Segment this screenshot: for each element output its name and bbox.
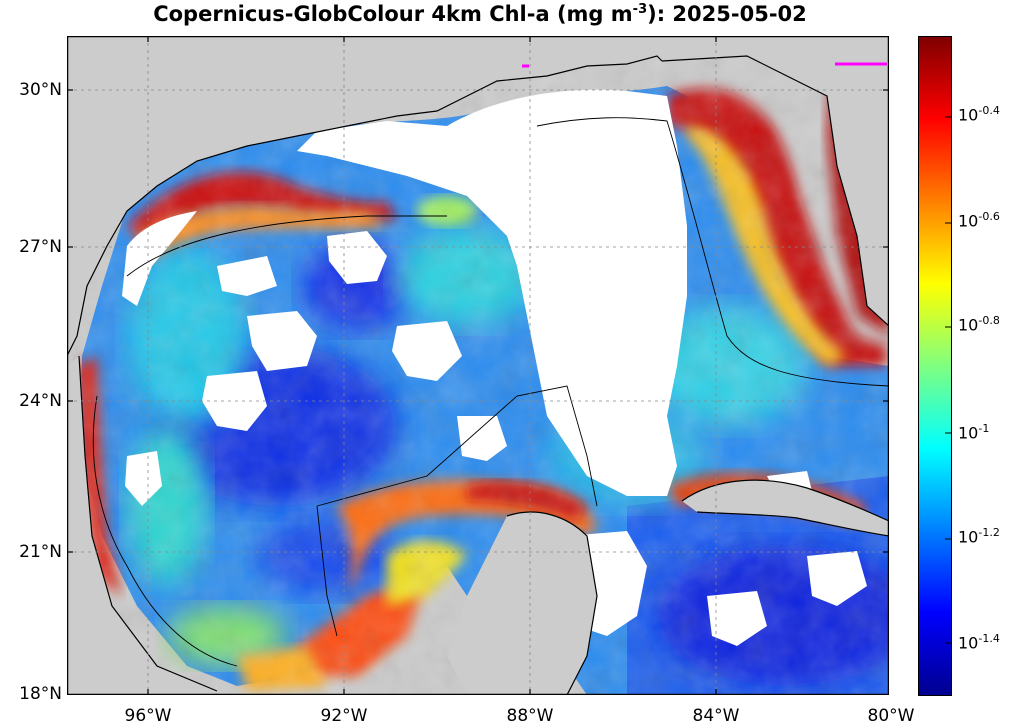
yucatan-land <box>447 512 597 695</box>
lat-label-27n: 27°N <box>19 237 62 257</box>
colorbar-tick: 10-1.4 <box>958 632 1000 653</box>
florida-land <box>662 36 889 326</box>
cuba-land <box>682 480 889 536</box>
colorbar-tick: 10-0.6 <box>958 210 1000 231</box>
lat-label-24n: 24°N <box>19 391 62 411</box>
lat-label-30n: 30°N <box>19 80 62 100</box>
colorbar-tick: 10-0.8 <box>958 314 1000 335</box>
us-coast-land <box>67 36 662 356</box>
colorbar-tick: 10-0.4 <box>958 104 1000 125</box>
lat-label-18n: 18°N <box>19 684 62 704</box>
colorbar <box>918 36 952 696</box>
lon-label-88w: 88°W <box>506 706 554 726</box>
colorbar-tick: 10-1.2 <box>958 526 1000 547</box>
colorbar-tick: 10-1 <box>958 422 990 443</box>
map-frame <box>67 36 889 695</box>
map-title: Copernicus-GlobColour 4km Chl-a (mg m-3)… <box>153 2 807 26</box>
lat-label-21n: 21°N <box>19 542 62 562</box>
no-data-mask <box>122 89 867 646</box>
mexico-land <box>67 356 217 695</box>
graticule <box>67 36 889 695</box>
chlorophyll-map <box>67 36 889 695</box>
lon-label-84w: 84°W <box>692 706 740 726</box>
lon-label-80w: 80°W <box>867 706 915 726</box>
lon-label-92w: 92°W <box>320 706 368 726</box>
coastline <box>67 55 889 695</box>
lon-label-96w: 96°W <box>124 706 172 726</box>
